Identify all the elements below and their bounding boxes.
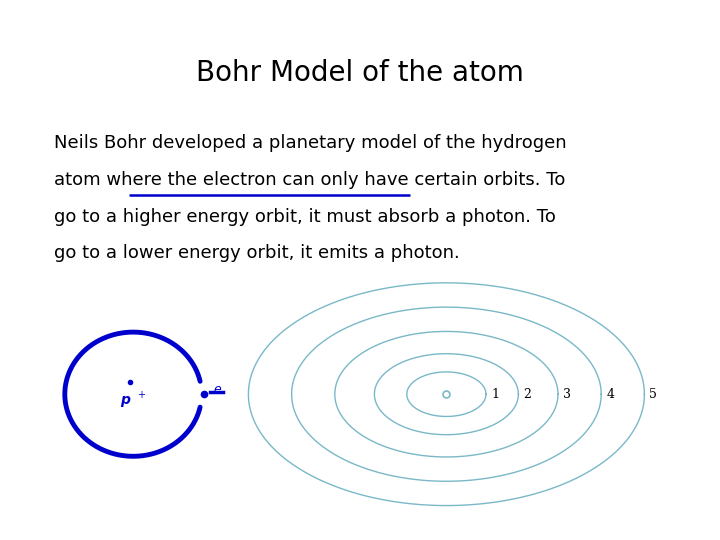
Text: Bohr Model of the atom: Bohr Model of the atom <box>196 59 524 87</box>
Text: 4: 4 <box>606 388 614 401</box>
Text: 5: 5 <box>649 388 657 401</box>
Text: p: p <box>120 393 130 407</box>
Text: Neils Bohr developed a planetary model of the hydrogen: Neils Bohr developed a planetary model o… <box>54 134 567 152</box>
Text: -: - <box>222 387 225 397</box>
Text: 2: 2 <box>523 388 531 401</box>
Text: e: e <box>213 383 221 396</box>
Text: atom where the electron can only have certain orbits. To: atom where the electron can only have ce… <box>54 171 565 189</box>
Text: 3: 3 <box>563 388 571 401</box>
Text: go to a higher energy orbit, it must absorb a photon. To: go to a higher energy orbit, it must abs… <box>54 207 556 226</box>
Text: go to a lower energy orbit, it emits a photon.: go to a lower energy orbit, it emits a p… <box>54 244 460 262</box>
Text: +: + <box>137 389 145 400</box>
Text: 1: 1 <box>491 388 499 401</box>
